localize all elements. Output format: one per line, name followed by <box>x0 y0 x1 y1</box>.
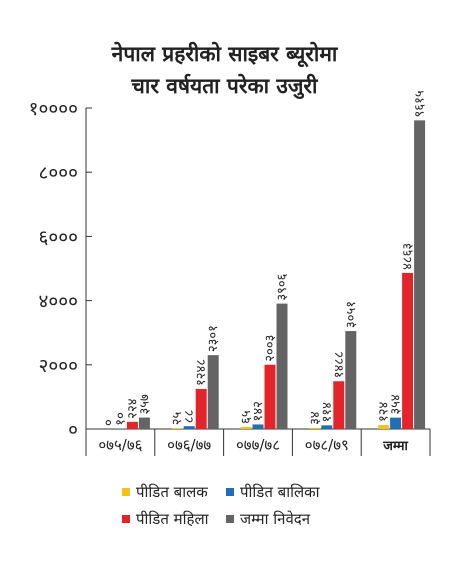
bar <box>402 272 414 429</box>
data-label: ० <box>101 419 116 426</box>
legend-swatch-girls <box>226 488 234 496</box>
data-label: ३४ <box>308 411 323 425</box>
bar <box>378 425 390 429</box>
data-label: ३९०६ <box>275 273 290 300</box>
bar <box>183 426 195 429</box>
bar <box>126 421 138 429</box>
legend-label-girls: पीडित बालिका <box>240 483 320 501</box>
data-label: ४८६३ <box>401 243 416 270</box>
data-label: १० <box>113 412 128 426</box>
legend-swatch-boys <box>122 488 130 496</box>
legend-item-girls: पीडित बालिका <box>226 482 320 502</box>
data-label: २५ <box>170 411 185 425</box>
bar <box>390 417 402 429</box>
x-tick-label: ०७८/७९ <box>305 436 349 454</box>
bar-chart: ०२०००४०००६०००८०००१०००००१०२२४३५७०७५/७६२५८… <box>29 90 431 456</box>
data-label: ३०५१ <box>344 301 359 328</box>
data-label: १२४८ <box>194 359 209 386</box>
legend-item-total: जम्मा निवेदन <box>226 509 310 529</box>
data-label: ३५७ <box>137 394 152 415</box>
data-label: १२४ <box>377 401 392 422</box>
x-tick-label: ०७६/७७ <box>167 436 211 454</box>
bar <box>195 388 207 429</box>
chart-subtitle: चार वर्षयता परेका उजुरी <box>131 74 318 98</box>
data-label: १४२ <box>251 401 266 421</box>
y-tick-label: ८००० <box>38 162 78 184</box>
bar <box>252 424 264 429</box>
data-label: ११४ <box>320 402 335 423</box>
data-label: २३०१ <box>206 325 221 352</box>
bar <box>138 417 150 429</box>
data-label: २२४ <box>125 398 140 419</box>
data-label: ३५४ <box>389 394 404 415</box>
chart-title: नेपाल प्रहरीको साइबर ब्यूरोमा <box>111 42 338 66</box>
bar <box>171 428 183 429</box>
bar <box>240 426 252 429</box>
bar <box>345 331 357 429</box>
y-tick-label: १०००० <box>29 98 78 120</box>
y-tick-label: २००० <box>38 355 78 377</box>
legend-swatch-total <box>226 515 234 523</box>
legend-label-boys: पीडित बालक <box>136 483 208 501</box>
bar <box>276 303 288 429</box>
legend-item-boys: पीडित बालक <box>122 482 208 502</box>
bar <box>207 355 219 429</box>
data-label: १४८८ <box>332 351 347 378</box>
legend-label-total: जम्मा निवेदन <box>240 510 311 528</box>
bar <box>333 381 345 429</box>
y-tick-label: ४००० <box>38 291 78 313</box>
legend-label-women: पीडित महिला <box>136 510 209 528</box>
data-label: ९६१५ <box>413 90 428 117</box>
x-tick-label: जम्मा <box>382 439 408 454</box>
legend-swatch-women <box>122 515 130 523</box>
x-tick-label: ०७७/७८ <box>236 436 280 454</box>
bar <box>321 425 333 429</box>
bar <box>309 427 321 429</box>
bar <box>414 120 426 430</box>
legend-item-women: पीडित महिला <box>122 509 209 529</box>
data-label: ८८ <box>182 409 197 423</box>
data-label: ६५ <box>239 410 254 424</box>
data-label: २००३ <box>263 335 278 362</box>
y-tick-label: ० <box>68 419 78 441</box>
bar <box>264 364 276 429</box>
y-tick-label: ६००० <box>38 226 78 248</box>
x-tick-label: ०७५/७६ <box>98 436 142 454</box>
